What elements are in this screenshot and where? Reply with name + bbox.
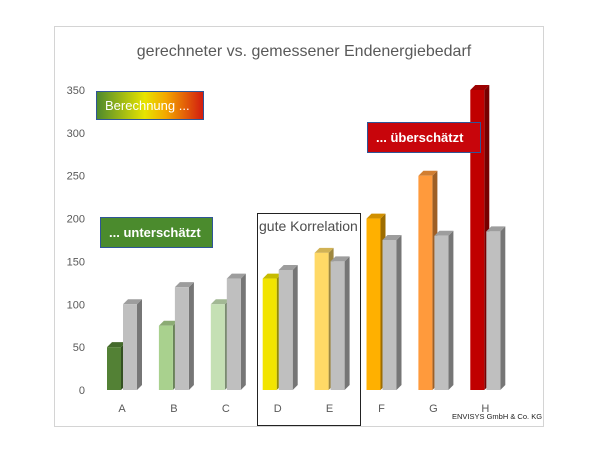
bar-side-G-s2 <box>448 230 454 390</box>
x-tick-label: B <box>170 403 177 415</box>
x-tick-label: A <box>118 403 126 415</box>
ueberschaetzt-label: ... überschätzt <box>367 122 481 153</box>
bar-C-s2 <box>226 278 241 390</box>
bar-E-s1 <box>314 252 329 390</box>
bar-top-G-s2 <box>434 230 454 236</box>
credit-text: ENVISYS GmbH & Co. KG <box>452 412 543 421</box>
bar-side-A-s2 <box>137 299 142 390</box>
y-tick-label: 300 <box>67 128 85 140</box>
bar-F-s1 <box>366 218 381 390</box>
bar-top-B-s2 <box>174 282 194 288</box>
y-tick-label: 100 <box>67 299 85 311</box>
bar-top-C-s2 <box>226 273 246 279</box>
y-tick-label: 50 <box>73 342 85 354</box>
bar-G-s1 <box>418 175 433 390</box>
bar-top-A-s1 <box>107 342 126 348</box>
berechnung-label: Berechnung ... <box>96 91 204 120</box>
y-tick-label: 200 <box>67 214 85 226</box>
bar-D-s1 <box>262 278 277 390</box>
bar-top-D-s2 <box>278 265 298 270</box>
bar-top-F-s1 <box>366 213 386 219</box>
bar-top-E-s1 <box>314 247 334 253</box>
bar-top-A-s2 <box>123 299 142 305</box>
bar-top-F-s2 <box>382 235 402 240</box>
gute-korrelation-frame <box>257 213 361 426</box>
bar-A-s2 <box>123 304 137 390</box>
bar-side-H-s2 <box>500 226 506 390</box>
bar-C-s1 <box>210 304 225 390</box>
bar-top-C-s1 <box>210 299 230 305</box>
bar-top-G-s1 <box>418 170 438 176</box>
bar-B-s1 <box>158 325 173 390</box>
bar-F-s2 <box>382 240 397 390</box>
bar-H-s1 <box>470 90 485 390</box>
x-tick-label: H <box>481 403 489 415</box>
bar-A-s1 <box>107 347 121 390</box>
bar-side-D-s2 <box>292 265 298 390</box>
y-tick-label: 0 <box>79 385 85 397</box>
bar-side-C-s2 <box>240 273 246 390</box>
bar-top-H-s1 <box>470 85 490 90</box>
bar-top-B-s1 <box>158 320 178 326</box>
gute-korrelation-label: gute Korrelation <box>259 218 358 234</box>
bar-H-s2 <box>486 231 501 390</box>
x-tick-label: C <box>222 403 230 415</box>
x-tick-label: D <box>274 403 282 415</box>
bar-E-s2 <box>330 261 345 390</box>
x-tick-label: F <box>378 403 385 415</box>
y-tick-label: 250 <box>67 171 85 183</box>
bar-side-F-s2 <box>396 235 402 390</box>
bar-side-E-s2 <box>344 256 350 390</box>
bar-G-s2 <box>434 235 449 390</box>
bar-top-H-s2 <box>486 226 506 232</box>
y-tick-label: 150 <box>67 256 85 268</box>
bar-B-s2 <box>174 287 189 390</box>
y-tick-label: 350 <box>67 85 85 97</box>
unterschaetzt-label: ... unterschätzt <box>100 217 213 248</box>
x-tick-label: E <box>326 403 333 415</box>
bar-D-s2 <box>278 270 293 390</box>
x-tick-label: G <box>429 403 438 415</box>
bar-side-B-s2 <box>188 282 194 390</box>
chart-title: gerechneter vs. gemessener Endenergiebed… <box>137 43 472 60</box>
bar-top-E-s2 <box>330 256 350 262</box>
bar-top-D-s1 <box>262 273 282 279</box>
